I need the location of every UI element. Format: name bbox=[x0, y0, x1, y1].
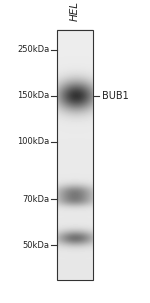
Text: 50kDa: 50kDa bbox=[22, 241, 50, 250]
Text: 70kDa: 70kDa bbox=[22, 195, 50, 204]
Text: HEL: HEL bbox=[70, 1, 80, 21]
Text: 150kDa: 150kDa bbox=[17, 92, 50, 100]
Text: 250kDa: 250kDa bbox=[17, 45, 50, 54]
FancyBboxPatch shape bbox=[57, 30, 93, 280]
Text: 100kDa: 100kDa bbox=[17, 137, 50, 146]
Text: BUB1: BUB1 bbox=[102, 91, 129, 101]
